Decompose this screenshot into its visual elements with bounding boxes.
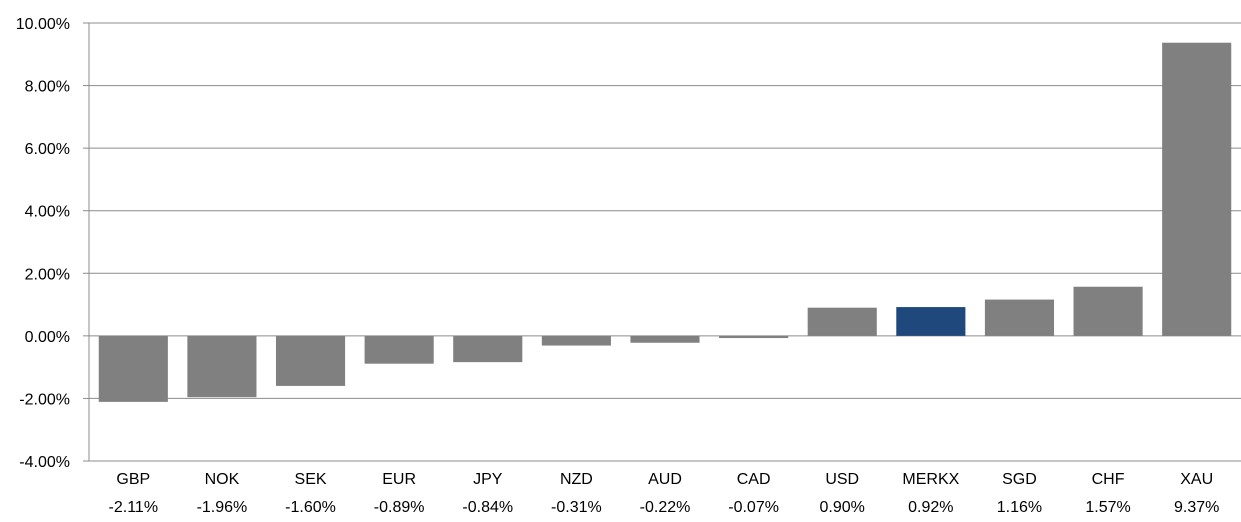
bar-sgd [984,299,1055,336]
x-tick-label: AUD [648,471,682,488]
bar-chf [1073,286,1143,336]
data-label: 1.16% [997,499,1042,516]
grid-lines [89,22,1241,462]
data-label: 0.92% [908,499,953,516]
y-tick-label: -2.00% [19,391,70,408]
y-tick-label: 8.00% [25,79,70,96]
bar-nzd [541,335,611,346]
data-label: -0.89% [374,499,425,516]
data-label: 0.90% [820,499,865,516]
y-tick-label: 6.00% [25,141,70,158]
data-label: -1.96% [197,499,248,516]
data-label: -0.07% [728,499,779,516]
bar-usd [807,307,877,336]
bar-aud [630,335,700,343]
y-tick-label: 0.00% [25,329,70,346]
x-tick-label: EUR [382,471,416,488]
bar-xau [1162,42,1232,336]
y-tick-label: 10.00% [16,16,70,33]
bar-gbp [98,335,168,402]
data-label: -2.11% [109,499,159,516]
bar-cad [719,335,789,339]
x-tick-label: GBP [116,471,150,488]
y-tick-label: 4.00% [25,204,70,221]
bar-jpy [453,335,523,363]
data-label: -0.84% [462,499,513,516]
bar-eur [364,335,434,364]
data-label: -0.31% [551,499,602,516]
y-tick-label: -4.00% [19,454,70,471]
bar-sek [275,335,346,386]
y-axis-ticks: 10.00% 8.00% 6.00% 4.00% 2.00% 0.00% -2.00% -4.… [16,16,70,471]
x-tick-label: NOK [205,471,240,488]
x-tick-label: NZD [560,471,593,488]
x-tick-label: CHF [1092,471,1125,488]
bar-nok [187,335,257,398]
data-label: -1.60% [285,499,336,516]
x-axis-value-labels: -2.11% -1.96% -1.60% -0.89% -0.84% -0.31% -0.2… [109,499,1220,516]
y-tick-label: 2.00% [25,266,70,283]
bar-merkx [896,307,966,336]
x-tick-label: SGD [1002,471,1037,488]
x-tick-label: USD [825,471,859,488]
x-tick-label: SEK [295,471,327,488]
bars [98,42,1232,402]
x-axis-category-labels: GBP NOK SEK EUR JPY NZD AUD CAD USD MERKX SGD CHF XA… [116,471,1213,488]
data-label: -0.22% [640,499,691,516]
x-tick-label: MERKX [902,471,959,488]
data-label: 1.57% [1085,499,1130,516]
x-tick-label: JPY [473,471,503,488]
data-label: 9.37% [1174,499,1219,516]
axes [83,22,90,462]
x-tick-label: CAD [737,471,771,488]
x-tick-label: XAU [1180,471,1213,488]
